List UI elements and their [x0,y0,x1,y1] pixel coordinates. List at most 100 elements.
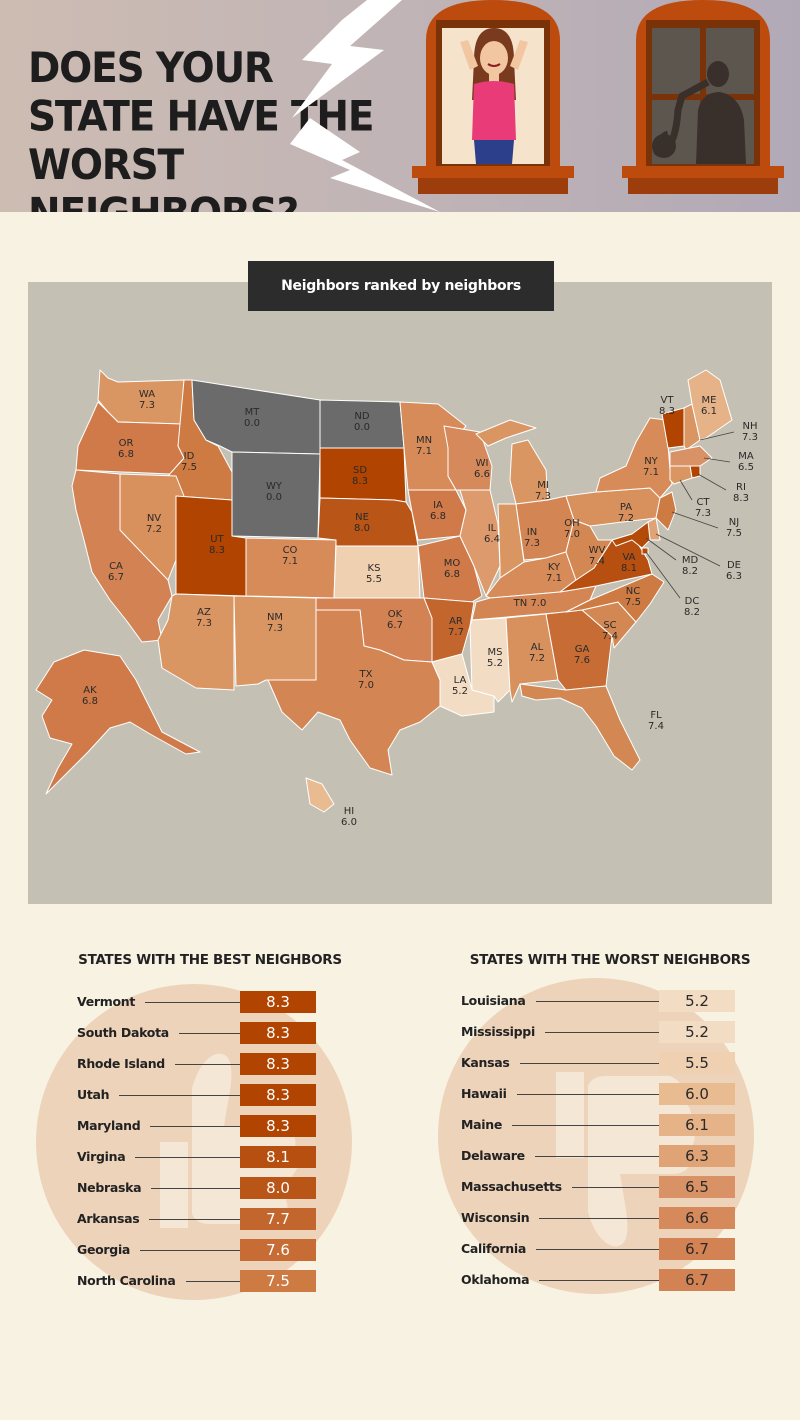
worst-leader-line [535,1001,659,1002]
worst-row: Kansas 5.5 [461,1052,735,1074]
worst-leader-line [519,1063,659,1064]
best-neighbors-section: STATES WITH THE BEST NEIGHBORS Vermont 8.… [20,940,400,1310]
worst-row: Delaware 6.3 [461,1145,735,1167]
best-row: North Carolina 7.5 [77,1270,316,1292]
best-score-badge: 7.7 [240,1208,316,1230]
worst-score-badge: 6.7 [659,1238,735,1260]
state-ms[interactable] [469,617,511,703]
state-fl[interactable] [519,683,641,771]
best-leader-line [119,1095,240,1096]
best-score-badge: 8.3 [240,1084,316,1106]
worst-score-badge: 6.0 [659,1083,735,1105]
best-row: Rhode Island 8.3 [77,1053,316,1075]
worst-leader-line [512,1125,659,1126]
best-state-name: Rhode Island [77,1056,165,1071]
worst-score-badge: 5.5 [659,1052,735,1074]
worst-row: Maine 6.1 [461,1114,735,1136]
best-score-badge: 8.3 [240,991,316,1013]
worst-leader-line [539,1218,659,1219]
worst-state-name: Massachusetts [461,1179,562,1194]
best-state-name: Utah [77,1087,110,1102]
state-ak[interactable] [35,649,201,795]
best-leader-line [185,1281,240,1282]
worst-row: Hawaii 6.0 [461,1083,735,1105]
worst-state-name: Wisconsin [461,1210,530,1225]
state-ne[interactable] [317,497,419,547]
worst-state-name: Oklahoma [461,1272,530,1287]
state-hi[interactable] [305,777,335,813]
worst-state-name: Maine [461,1117,503,1132]
worst-score-badge: 5.2 [659,1021,735,1043]
state-co[interactable] [245,537,337,599]
best-leader-line [151,1188,240,1189]
state-nh[interactable] [683,403,701,451]
worst-neighbors-section: STATES WITH THE WORST NEIGHBORS Louisian… [420,940,800,1310]
worst-score-badge: 5.2 [659,990,735,1012]
state-dc[interactable] [641,547,649,555]
best-leader-line [135,1157,240,1158]
state-nc[interactable] [565,573,665,623]
best-row: Nebraska 8.0 [77,1177,316,1199]
best-row: Vermont 8.3 [77,991,316,1013]
best-row: Maryland 8.3 [77,1115,316,1137]
best-score-badge: 8.0 [240,1177,316,1199]
state-ks[interactable] [333,545,421,599]
worst-leader-line [571,1187,659,1188]
worst-row: Wisconsin 6.6 [461,1207,735,1229]
worst-score-badge: 6.1 [659,1114,735,1136]
worst-leader-line [539,1280,659,1281]
best-score-badge: 7.6 [240,1239,316,1261]
state-me[interactable] [687,369,733,441]
saxophone-player-icon [622,0,784,194]
worst-row: Mississippi 5.2 [461,1021,735,1043]
state-nd[interactable] [319,399,405,449]
worst-row: California 6.7 [461,1238,735,1260]
state-tx[interactable] [267,609,441,776]
worst-leader-line [536,1249,659,1250]
worst-row: Massachusetts 6.5 [461,1176,735,1198]
best-state-name: Arkansas [77,1211,140,1226]
best-leader-line [140,1250,240,1251]
best-leader-line [174,1064,240,1065]
state-nm[interactable] [233,595,317,687]
worst-neighbors-title: STATES WITH THE WORST NEIGHBORS [469,952,751,968]
best-score-badge: 7.5 [240,1270,316,1292]
state-ia[interactable] [407,489,467,541]
best-row: Arkansas 7.7 [77,1208,316,1230]
state-az[interactable] [157,593,235,691]
lightning-bolt-icon [290,118,440,212]
state-wy[interactable] [231,451,321,539]
best-state-name: North Carolina [77,1273,176,1288]
worst-state-name: Kansas [461,1055,510,1070]
worst-state-name: Mississippi [461,1024,535,1039]
worst-score-badge: 6.5 [659,1176,735,1198]
map-title: Neighbors ranked by neighbors [248,261,554,311]
best-row: Utah 8.3 [77,1084,316,1106]
best-score-badge: 8.3 [240,1053,316,1075]
best-leader-line [149,1219,240,1220]
state-oh[interactable] [515,495,575,561]
worst-score-badge: 6.6 [659,1207,735,1229]
worst-state-name: Louisiana [461,993,526,1008]
best-state-name: Maryland [77,1118,141,1133]
lightning-bolt-icon [292,0,402,118]
state-la[interactable] [431,653,495,717]
best-neighbors-title: STATES WITH THE BEST NEIGHBORS [78,952,342,968]
state-sd[interactable] [319,447,407,503]
best-leader-line [178,1033,240,1034]
best-state-name: Nebraska [77,1180,142,1195]
best-score-badge: 8.3 [240,1022,316,1044]
woman-covering-ears-icon [412,0,574,194]
worst-state-name: Hawaii [461,1086,507,1101]
header-banner: DOES YOUR STATE HAVE THE WORST NEIGHBORS… [0,0,800,212]
best-state-name: South Dakota [77,1025,169,1040]
best-leader-line [145,1002,240,1003]
worst-state-name: Delaware [461,1148,525,1163]
worst-score-badge: 6.3 [659,1145,735,1167]
best-row: Virgina 8.1 [77,1146,316,1168]
worst-leader-line [544,1032,659,1033]
best-score-badge: 8.1 [240,1146,316,1168]
best-state-name: Virgina [77,1149,126,1164]
worst-state-name: California [461,1241,526,1256]
page-title: DOES YOUR STATE HAVE THE WORST NEIGHBORS… [28,44,375,212]
